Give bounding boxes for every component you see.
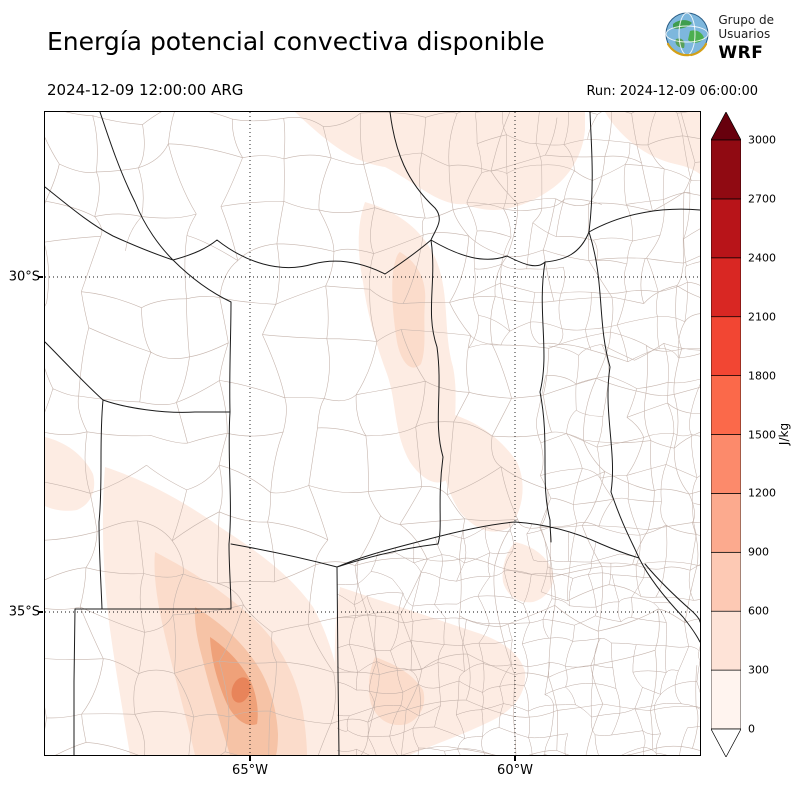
map-plot — [30, 97, 749, 772]
wrf-logo: Grupo de Usuarios WRF — [663, 10, 774, 63]
lat-label-30s: 30°S — [8, 269, 40, 285]
colorbar-tick-label: 900 — [748, 545, 769, 559]
cape-max-spot — [231, 677, 251, 703]
lat-label-35s: 35°S — [8, 604, 40, 620]
colorbar-tick-label: 1800 — [748, 369, 776, 383]
globe-icon — [665, 12, 709, 57]
logo-org-line2: Usuarios — [718, 27, 771, 42]
cape-region — [438, 412, 523, 532]
colorbar-tick-label: 2700 — [748, 192, 776, 206]
x-tick — [514, 756, 516, 761]
colorbar-under-arrow — [711, 728, 741, 757]
cape-region — [392, 252, 426, 368]
cape-region — [368, 657, 425, 726]
cape-region — [295, 112, 585, 210]
y-tick — [38, 276, 43, 278]
colorbar-tick-label: 600 — [748, 604, 769, 618]
x-tick — [249, 756, 251, 761]
cape-shading — [45, 112, 700, 755]
colorbar-tick-label: 1200 — [748, 486, 776, 500]
colorbar-over-arrow — [711, 112, 741, 141]
lon-label-60w: 60°W — [497, 763, 533, 778]
province-borders-path — [44, 111, 701, 756]
cape-region — [45, 437, 95, 511]
colorbar-tick-label: 2100 — [748, 310, 776, 324]
logo-acronym: WRF — [718, 43, 764, 64]
logo-org-line1: Grupo de — [718, 13, 774, 27]
colorbar — [711, 112, 741, 757]
colorbar-tick-label: 0 — [748, 722, 755, 736]
colorbar-tick-label: 1500 — [748, 428, 776, 441]
lon-label-65w: 65°W — [232, 763, 268, 778]
run-time-label: Run: 2024-12-09 06:00:00 — [586, 84, 758, 99]
cape-map-canvas — [30, 97, 749, 772]
province-borders — [44, 111, 701, 756]
colorbar-unit-label: J/kg — [777, 422, 791, 446]
cape-region — [502, 542, 554, 603]
valid-time-label: 2024-12-09 12:00:00 ARG — [47, 81, 244, 99]
y-tick — [38, 611, 43, 613]
colorbar-tick-label: 300 — [748, 663, 769, 677]
colorbar-tick-label: 2400 — [748, 251, 776, 265]
colorbar-tick-label: 3000 — [748, 133, 776, 147]
cape-region — [210, 637, 258, 726]
page-title: Energía potencial convectiva disponible — [47, 27, 545, 56]
colorbar-bands — [711, 139, 741, 730]
